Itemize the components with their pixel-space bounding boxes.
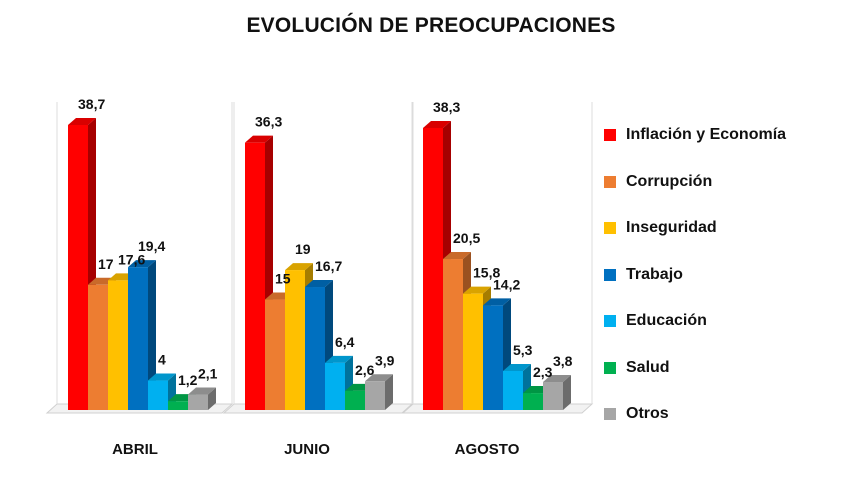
legend-label: Salud bbox=[626, 358, 670, 376]
data-label: 15,8 bbox=[473, 265, 500, 281]
data-label: 4 bbox=[158, 352, 166, 368]
bar-agosto-4 bbox=[503, 363, 531, 410]
legend-item: Trabajo bbox=[604, 252, 854, 299]
data-label: 19 bbox=[295, 241, 311, 257]
legend-swatch bbox=[604, 129, 616, 142]
data-label: 15 bbox=[275, 271, 291, 287]
chart-title: EVOLUCIÓN DE PREOCUPACIONES bbox=[246, 14, 616, 37]
legend-swatch bbox=[604, 361, 616, 374]
data-label: 38,7 bbox=[78, 96, 105, 112]
data-label: 6,4 bbox=[335, 334, 355, 350]
legend-swatch bbox=[604, 222, 616, 235]
legend-item: Salud bbox=[604, 345, 854, 392]
legend-item: Corrupción bbox=[604, 159, 854, 206]
data-label: 2,6 bbox=[355, 362, 375, 378]
legend-label: Corrupción bbox=[626, 172, 713, 190]
legend-label: Inflación y Economía bbox=[626, 126, 787, 144]
data-label: 17 bbox=[98, 256, 114, 272]
data-label: 1,2 bbox=[178, 372, 198, 388]
data-label: 14,2 bbox=[493, 276, 520, 292]
category-label: AGOSTO bbox=[455, 441, 520, 458]
category-label: JUNIO bbox=[284, 441, 330, 458]
data-label: 2,3 bbox=[533, 364, 553, 380]
bar-abril-3 bbox=[128, 260, 156, 410]
legend-label: Otros bbox=[626, 405, 669, 423]
bar-abril-6 bbox=[188, 387, 216, 410]
legend-item: Educación bbox=[604, 298, 854, 345]
data-label: 17,6 bbox=[118, 251, 145, 267]
data-label: 3,8 bbox=[553, 353, 573, 369]
legend: Inflación y Economía Corrupción Insegurida… bbox=[604, 112, 854, 438]
bar-junio-6 bbox=[365, 374, 393, 410]
legend-swatch bbox=[604, 315, 616, 328]
legend-item: Otros bbox=[604, 391, 854, 438]
legend-swatch bbox=[604, 268, 616, 281]
legend-label: Educación bbox=[626, 312, 707, 330]
data-label: 5,3 bbox=[513, 342, 533, 358]
legend-swatch bbox=[604, 408, 616, 421]
category-label: ABRIL bbox=[112, 441, 158, 458]
data-label: 3,9 bbox=[375, 352, 395, 368]
legend-item: Inseguridad bbox=[604, 205, 854, 252]
bar-agosto-6 bbox=[543, 375, 571, 410]
data-label: 19,4 bbox=[138, 238, 165, 254]
legend-label: Trabajo bbox=[626, 265, 683, 283]
legend-label: Inseguridad bbox=[626, 219, 717, 237]
data-label: 38,3 bbox=[433, 99, 460, 115]
data-label: 2,1 bbox=[198, 366, 218, 382]
data-label: 20,5 bbox=[453, 230, 480, 246]
data-label: 36,3 bbox=[255, 114, 282, 130]
legend-item: Inflación y Economía bbox=[604, 112, 854, 159]
data-label: 16,7 bbox=[315, 258, 342, 274]
legend-swatch bbox=[604, 175, 616, 188]
